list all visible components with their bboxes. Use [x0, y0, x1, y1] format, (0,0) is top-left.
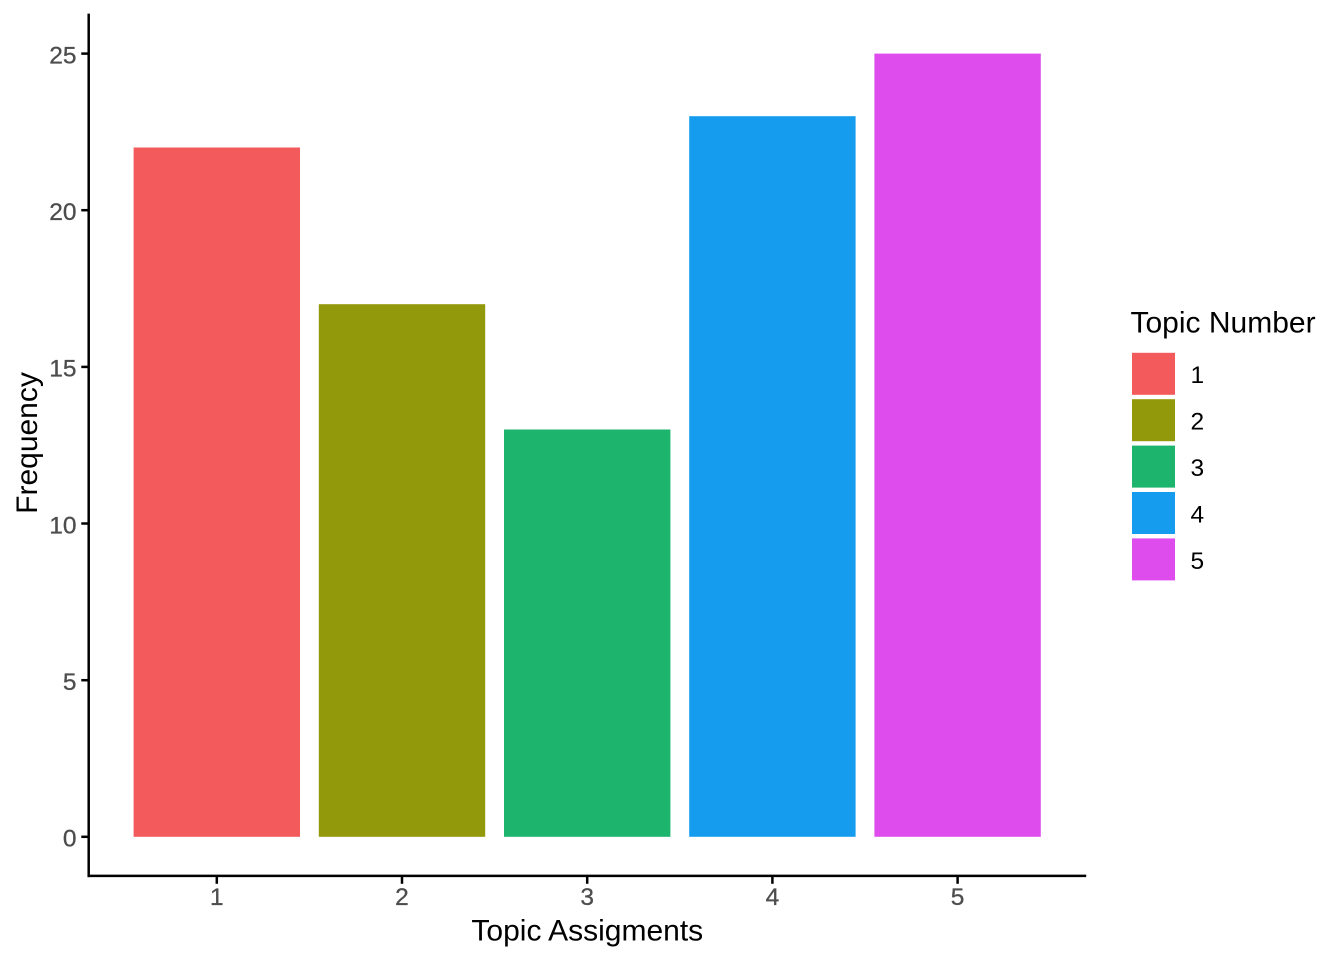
svg-text:Topic Assigments: Topic Assigments: [471, 915, 703, 948]
svg-text:3: 3: [1191, 455, 1205, 482]
svg-text:Frequency: Frequency: [11, 372, 44, 514]
svg-text:0: 0: [63, 826, 77, 853]
svg-text:1: 1: [210, 884, 224, 911]
svg-text:4: 4: [766, 884, 780, 911]
svg-text:20: 20: [49, 199, 76, 226]
svg-text:5: 5: [1191, 548, 1205, 575]
svg-text:15: 15: [49, 356, 76, 383]
svg-text:10: 10: [49, 512, 76, 539]
svg-text:25: 25: [49, 42, 76, 69]
svg-text:5: 5: [63, 669, 77, 696]
svg-text:4: 4: [1191, 501, 1205, 528]
svg-text:Topic Number: Topic Number: [1131, 307, 1316, 340]
svg-text:5: 5: [951, 884, 965, 911]
svg-text:1: 1: [1191, 362, 1205, 389]
svg-text:2: 2: [395, 884, 409, 911]
svg-text:2: 2: [1191, 409, 1205, 436]
svg-text:3: 3: [580, 884, 594, 911]
